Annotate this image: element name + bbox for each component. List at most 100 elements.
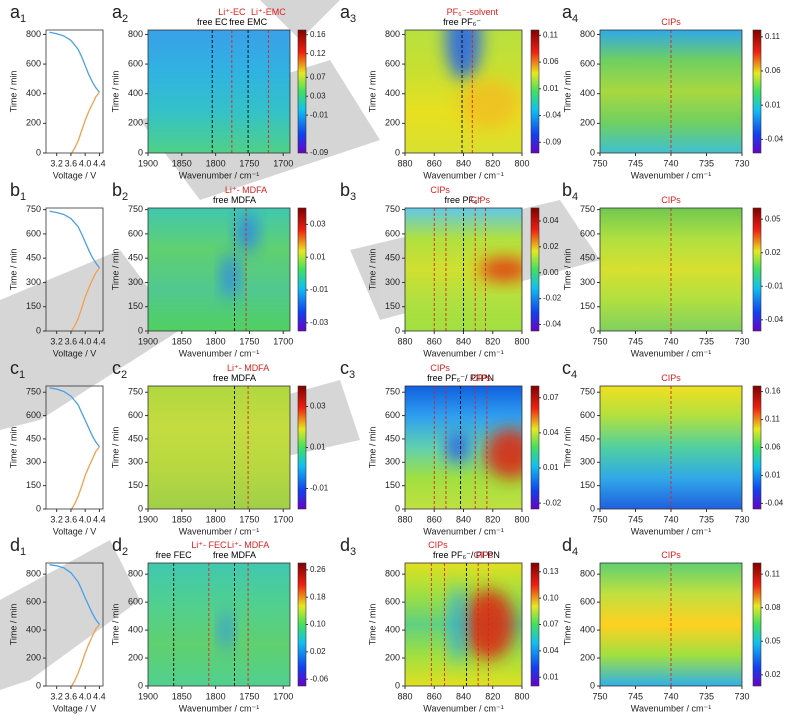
y-axis-label: Time / min xyxy=(562,71,572,113)
x-tick-label: 730 xyxy=(734,336,749,346)
colorbar-tick-label: 0.03 xyxy=(310,91,326,100)
x-tick-label: 1800 xyxy=(206,514,226,524)
y-tick-label: 0 xyxy=(590,147,595,157)
colorbar-tick-label: 0.02 xyxy=(543,242,559,251)
y-tick-label: 200 xyxy=(128,118,143,128)
voltage-curve xyxy=(49,564,100,625)
x-tick-label: 3.6 xyxy=(65,336,78,346)
marker-label: free PF₆⁻ xyxy=(443,17,481,27)
y-tick-label: 750 xyxy=(385,387,400,397)
colorbar xyxy=(297,562,307,687)
y-axis-label: Time / min xyxy=(110,427,120,469)
x-axis-label: Voltage / V xyxy=(53,703,97,713)
marker-label: CIPs xyxy=(661,373,681,383)
x-axis-label: Wavenumber / cm⁻¹ xyxy=(423,348,503,358)
colorbar-tick-label: 0.05 xyxy=(765,214,781,223)
x-tick-label: 735 xyxy=(699,691,714,701)
colorbar-tick-label: 0.10 xyxy=(543,593,559,602)
x-axis-label: Wavenumber / cm⁻¹ xyxy=(423,703,503,713)
x-tick-label: 840 xyxy=(456,336,471,346)
y-tick-label: 750 xyxy=(385,204,400,214)
y-tick-label: 0 xyxy=(138,503,143,513)
heatmap-feature xyxy=(464,589,515,660)
y-tick-label: 800 xyxy=(26,29,41,39)
y-tick-label: 0 xyxy=(590,680,595,690)
heatmap-feature xyxy=(222,253,239,298)
heatmap-feature xyxy=(459,78,520,129)
panel-label: a1 xyxy=(10,2,26,25)
marker-label: free MDFA xyxy=(213,373,256,383)
colorbar-tick-label: 0.16 xyxy=(310,30,326,39)
marker-label: CIPs xyxy=(471,195,491,205)
y-tick-label: 400 xyxy=(385,88,400,98)
colorbar-tick-label: 0.08 xyxy=(765,603,781,612)
x-tick-label: 730 xyxy=(734,158,749,168)
plot-frame xyxy=(45,385,104,510)
y-axis-label: Time / min xyxy=(367,604,377,646)
y-tick-label: 800 xyxy=(128,29,143,39)
y-tick-label: 300 xyxy=(26,457,41,467)
x-tick-label: 860 xyxy=(427,336,442,346)
y-tick-label: 300 xyxy=(26,277,41,287)
x-tick-label: 1900 xyxy=(138,336,158,346)
x-tick-label: 1800 xyxy=(206,691,226,701)
x-tick-label: 1900 xyxy=(138,514,158,524)
x-tick-label: 800 xyxy=(514,514,529,524)
y-tick-label: 150 xyxy=(580,480,595,490)
x-tick-label: 840 xyxy=(456,158,471,168)
marker-label: free PF₆⁻ xyxy=(445,195,483,205)
x-tick-label: 880 xyxy=(397,336,412,346)
marker-label: Li⁺-EMC xyxy=(251,7,286,17)
x-axis-label: Wavenumber / cm⁻¹ xyxy=(631,703,711,713)
y-tick-label: 0 xyxy=(395,503,400,513)
y-tick-label: 0 xyxy=(138,147,143,157)
y-tick-label: 0 xyxy=(395,325,400,335)
x-tick-label: 730 xyxy=(734,514,749,524)
x-axis-label: Wavenumber / cm⁻¹ xyxy=(179,703,259,713)
x-tick-label: 1750 xyxy=(239,514,259,524)
x-tick-label: 1700 xyxy=(273,158,293,168)
x-axis-label: Wavenumber / cm⁻¹ xyxy=(631,348,711,358)
x-tick-label: 1750 xyxy=(239,158,259,168)
colorbar-tick-label: -0.02 xyxy=(543,498,562,507)
plot-frame xyxy=(147,562,291,687)
y-tick-label: 200 xyxy=(26,652,41,662)
plot-frame xyxy=(147,29,291,154)
y-tick-label: 750 xyxy=(128,204,143,214)
heatmap xyxy=(148,563,290,686)
colorbar xyxy=(752,562,762,687)
voltage-curve xyxy=(71,624,100,687)
x-tick-label: 735 xyxy=(699,514,714,524)
y-tick-label: 200 xyxy=(128,652,143,662)
panel-label: c1 xyxy=(10,358,25,381)
y-tick-label: 600 xyxy=(385,597,400,607)
y-tick-label: 600 xyxy=(128,228,143,238)
colorbar-tick-label: -0.06 xyxy=(310,674,329,683)
colorbar-tick-label: 0.00 xyxy=(543,268,559,277)
colorbar-tick-label: -0.04 xyxy=(765,315,784,324)
x-tick-label: 1750 xyxy=(239,691,259,701)
panel-label: d4 xyxy=(562,535,578,558)
panel-label: a3 xyxy=(340,2,356,25)
y-tick-label: 300 xyxy=(128,457,143,467)
y-axis-label: Time / min xyxy=(562,249,572,291)
y-tick-label: 800 xyxy=(580,569,595,579)
x-axis-label: Wavenumber / cm⁻¹ xyxy=(631,526,711,536)
x-tick-label: 3.2 xyxy=(50,514,63,524)
x-tick-label: 750 xyxy=(592,158,607,168)
x-tick-label: 820 xyxy=(485,514,500,524)
x-tick-label: 1850 xyxy=(172,158,192,168)
heatmap xyxy=(405,386,522,509)
marker-label: free MDFA xyxy=(213,195,256,205)
colorbar-tick-label: -0.01 xyxy=(310,110,329,119)
y-tick-label: 600 xyxy=(26,410,41,420)
y-tick-label: 300 xyxy=(580,457,595,467)
y-tick-label: 600 xyxy=(26,228,41,238)
y-tick-label: 150 xyxy=(26,480,41,490)
heatmap-feature xyxy=(449,584,466,665)
x-tick-label: 4.0 xyxy=(79,514,92,524)
x-tick-label: 860 xyxy=(427,691,442,701)
colorbar xyxy=(530,385,540,510)
panel-label: a2 xyxy=(112,2,128,25)
colorbar xyxy=(752,29,762,154)
